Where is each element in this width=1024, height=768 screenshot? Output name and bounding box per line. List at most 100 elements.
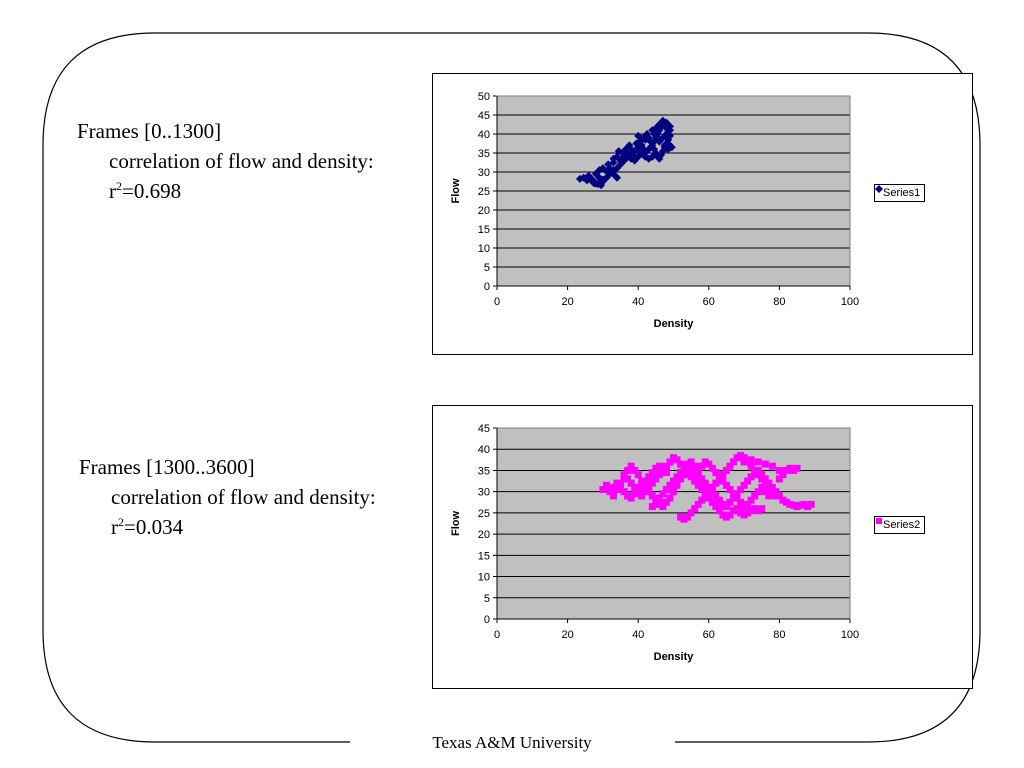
data-point bbox=[616, 160, 625, 169]
y-tick-label: 15 bbox=[478, 550, 490, 562]
data-point bbox=[807, 500, 815, 508]
y-tick-label: 45 bbox=[478, 423, 490, 435]
data-point bbox=[670, 488, 677, 496]
data-point bbox=[662, 462, 670, 470]
data-point bbox=[655, 462, 663, 470]
data-point bbox=[758, 475, 766, 483]
data-point bbox=[730, 458, 738, 466]
data-point bbox=[623, 152, 632, 161]
data-point bbox=[733, 490, 741, 498]
data-point bbox=[751, 505, 759, 513]
data-point bbox=[761, 460, 769, 468]
footer-text: Texas A&M University bbox=[432, 733, 592, 752]
data-point bbox=[655, 500, 663, 508]
data-point bbox=[698, 496, 706, 504]
data-point bbox=[793, 464, 801, 472]
data-point bbox=[652, 498, 660, 506]
y-tick-label: 15 bbox=[478, 224, 490, 236]
data-point bbox=[691, 466, 699, 474]
data-point bbox=[645, 488, 653, 496]
data-point bbox=[768, 488, 776, 496]
data-point bbox=[747, 456, 755, 464]
data-point bbox=[581, 174, 590, 183]
data-point bbox=[680, 515, 688, 523]
data-point bbox=[617, 479, 625, 487]
data-point bbox=[631, 483, 639, 491]
data-point bbox=[620, 471, 628, 479]
y-tick-label: 10 bbox=[478, 243, 490, 255]
r-superscript: 2 bbox=[118, 515, 124, 529]
data-point bbox=[677, 513, 685, 521]
data-point bbox=[624, 466, 632, 474]
scatter-chart-2: 0 5 10 15 20 25 30 35 40 45 0 20 40 60 80 100 Density Flo… bbox=[432, 405, 973, 689]
data-point bbox=[659, 490, 667, 498]
data-point bbox=[677, 475, 685, 483]
data-point bbox=[765, 483, 773, 491]
y-tick-label: 35 bbox=[478, 465, 490, 477]
data-point bbox=[648, 469, 656, 477]
x-axis-title: Density bbox=[654, 318, 695, 330]
x-tick-label: 0 bbox=[494, 296, 500, 308]
data-point bbox=[627, 145, 636, 154]
data-point bbox=[687, 509, 695, 517]
caption-description: correlation of flow and density: bbox=[111, 485, 376, 509]
data-point bbox=[740, 458, 748, 466]
x-tick-label: 20 bbox=[561, 629, 573, 641]
data-point bbox=[634, 143, 643, 152]
data-point bbox=[598, 175, 607, 184]
chart-svg: 0 5 10 15 20 25 30 35 40 45 50 0 20 40 60 80 100 Density F… bbox=[450, 91, 859, 330]
data-point bbox=[705, 488, 713, 496]
data-point bbox=[613, 152, 622, 161]
data-point bbox=[684, 469, 692, 477]
data-point bbox=[586, 175, 595, 184]
y-axis-title: Flow bbox=[450, 511, 462, 536]
data-point bbox=[719, 511, 727, 519]
data-point bbox=[645, 473, 653, 481]
data-point bbox=[667, 143, 676, 152]
data-point bbox=[758, 505, 766, 513]
data-point bbox=[662, 469, 670, 477]
data-point bbox=[659, 464, 667, 472]
legend-label: Series2 bbox=[883, 519, 921, 531]
data-point bbox=[655, 494, 663, 502]
data-point bbox=[658, 147, 667, 156]
chart-legend: Series1 bbox=[874, 184, 926, 202]
r-superscript: 2 bbox=[116, 179, 122, 193]
data-point bbox=[786, 464, 794, 472]
data-point bbox=[790, 501, 798, 509]
data-point bbox=[652, 464, 660, 472]
data-point bbox=[662, 486, 670, 494]
data-point bbox=[708, 483, 716, 491]
x-tick-label: 20 bbox=[561, 296, 573, 308]
data-point bbox=[768, 462, 776, 470]
legend-label: Series1 bbox=[883, 187, 921, 199]
data-point bbox=[627, 462, 635, 470]
data-point bbox=[694, 471, 702, 479]
y-tick-label: 40 bbox=[478, 444, 490, 456]
data-point bbox=[740, 454, 748, 462]
r-prefix: r bbox=[109, 179, 116, 203]
data-point bbox=[768, 483, 776, 491]
data-point bbox=[733, 454, 741, 462]
data-point bbox=[775, 492, 783, 500]
data-point bbox=[701, 479, 709, 487]
data-point bbox=[719, 500, 727, 508]
data-point bbox=[726, 486, 734, 494]
r-number: =0.698 bbox=[122, 179, 182, 203]
data-point bbox=[754, 466, 762, 474]
data-point bbox=[740, 481, 748, 489]
x-tick-label: 100 bbox=[841, 296, 859, 308]
data-point bbox=[754, 507, 762, 515]
data-point bbox=[673, 473, 681, 481]
data-point bbox=[797, 501, 805, 509]
data-point bbox=[613, 486, 621, 494]
data-point bbox=[722, 503, 730, 511]
data-point bbox=[687, 462, 695, 470]
data-point bbox=[609, 483, 617, 491]
data-point bbox=[670, 477, 677, 485]
data-point bbox=[744, 509, 752, 517]
caption-title: Frames [0..1300] bbox=[77, 119, 222, 143]
data-point bbox=[652, 475, 660, 483]
data-point bbox=[648, 479, 656, 487]
